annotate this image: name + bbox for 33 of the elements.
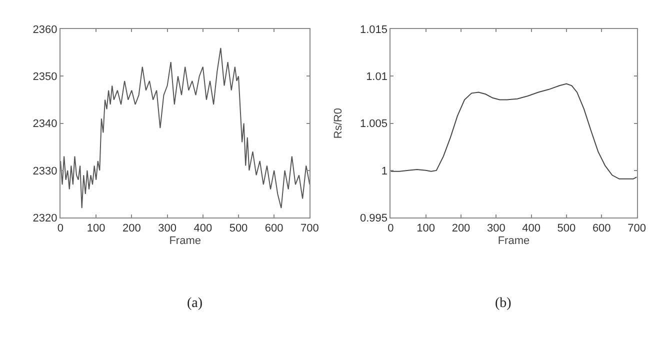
x-tick-label: 700: [628, 222, 646, 235]
x-tick-label: 0: [57, 222, 64, 235]
x-tick-label: 100: [416, 222, 436, 235]
y-tick-label: 1: [381, 165, 388, 178]
x-axis-title: Frame: [498, 234, 530, 247]
y-axis-title: Rs/R0: [332, 108, 345, 139]
text: (b): [495, 296, 512, 311]
x-tick-label: 300: [158, 222, 176, 235]
y-tick-label: 2340: [32, 118, 58, 130]
x-tick-label: 400: [522, 222, 540, 235]
x-tick-label: 200: [122, 222, 141, 235]
x-axis-title: Frame: [169, 234, 201, 247]
x-tick-label: 300: [486, 222, 506, 235]
x-tick-label: 400: [194, 222, 212, 235]
x-tick-label: 500: [557, 222, 576, 235]
y-tick-label: 1.015: [360, 24, 388, 36]
y-tick-label: 1.01: [366, 71, 388, 84]
y-tick-label: 2360: [32, 24, 58, 36]
x-tick-label: 200: [452, 222, 470, 235]
x-tick-label: 600: [592, 222, 611, 235]
x-tick-label: 100: [86, 222, 106, 235]
line-series: [60, 47, 310, 209]
y-tick-label: 2320: [32, 212, 58, 224]
x-tick-label: 0: [388, 222, 394, 235]
y-tick-label: 2330: [32, 165, 58, 178]
x-tick-label: 600: [264, 222, 284, 235]
x-tick-label: 700: [300, 222, 319, 235]
line-series: [390, 83, 637, 180]
text: (a): [187, 296, 203, 311]
y-tick-label: 0.995: [360, 212, 388, 224]
y-tick-label: 2350: [32, 71, 58, 84]
y-tick-label: 1.005: [360, 118, 388, 130]
x-tick-label: 500: [229, 222, 248, 235]
